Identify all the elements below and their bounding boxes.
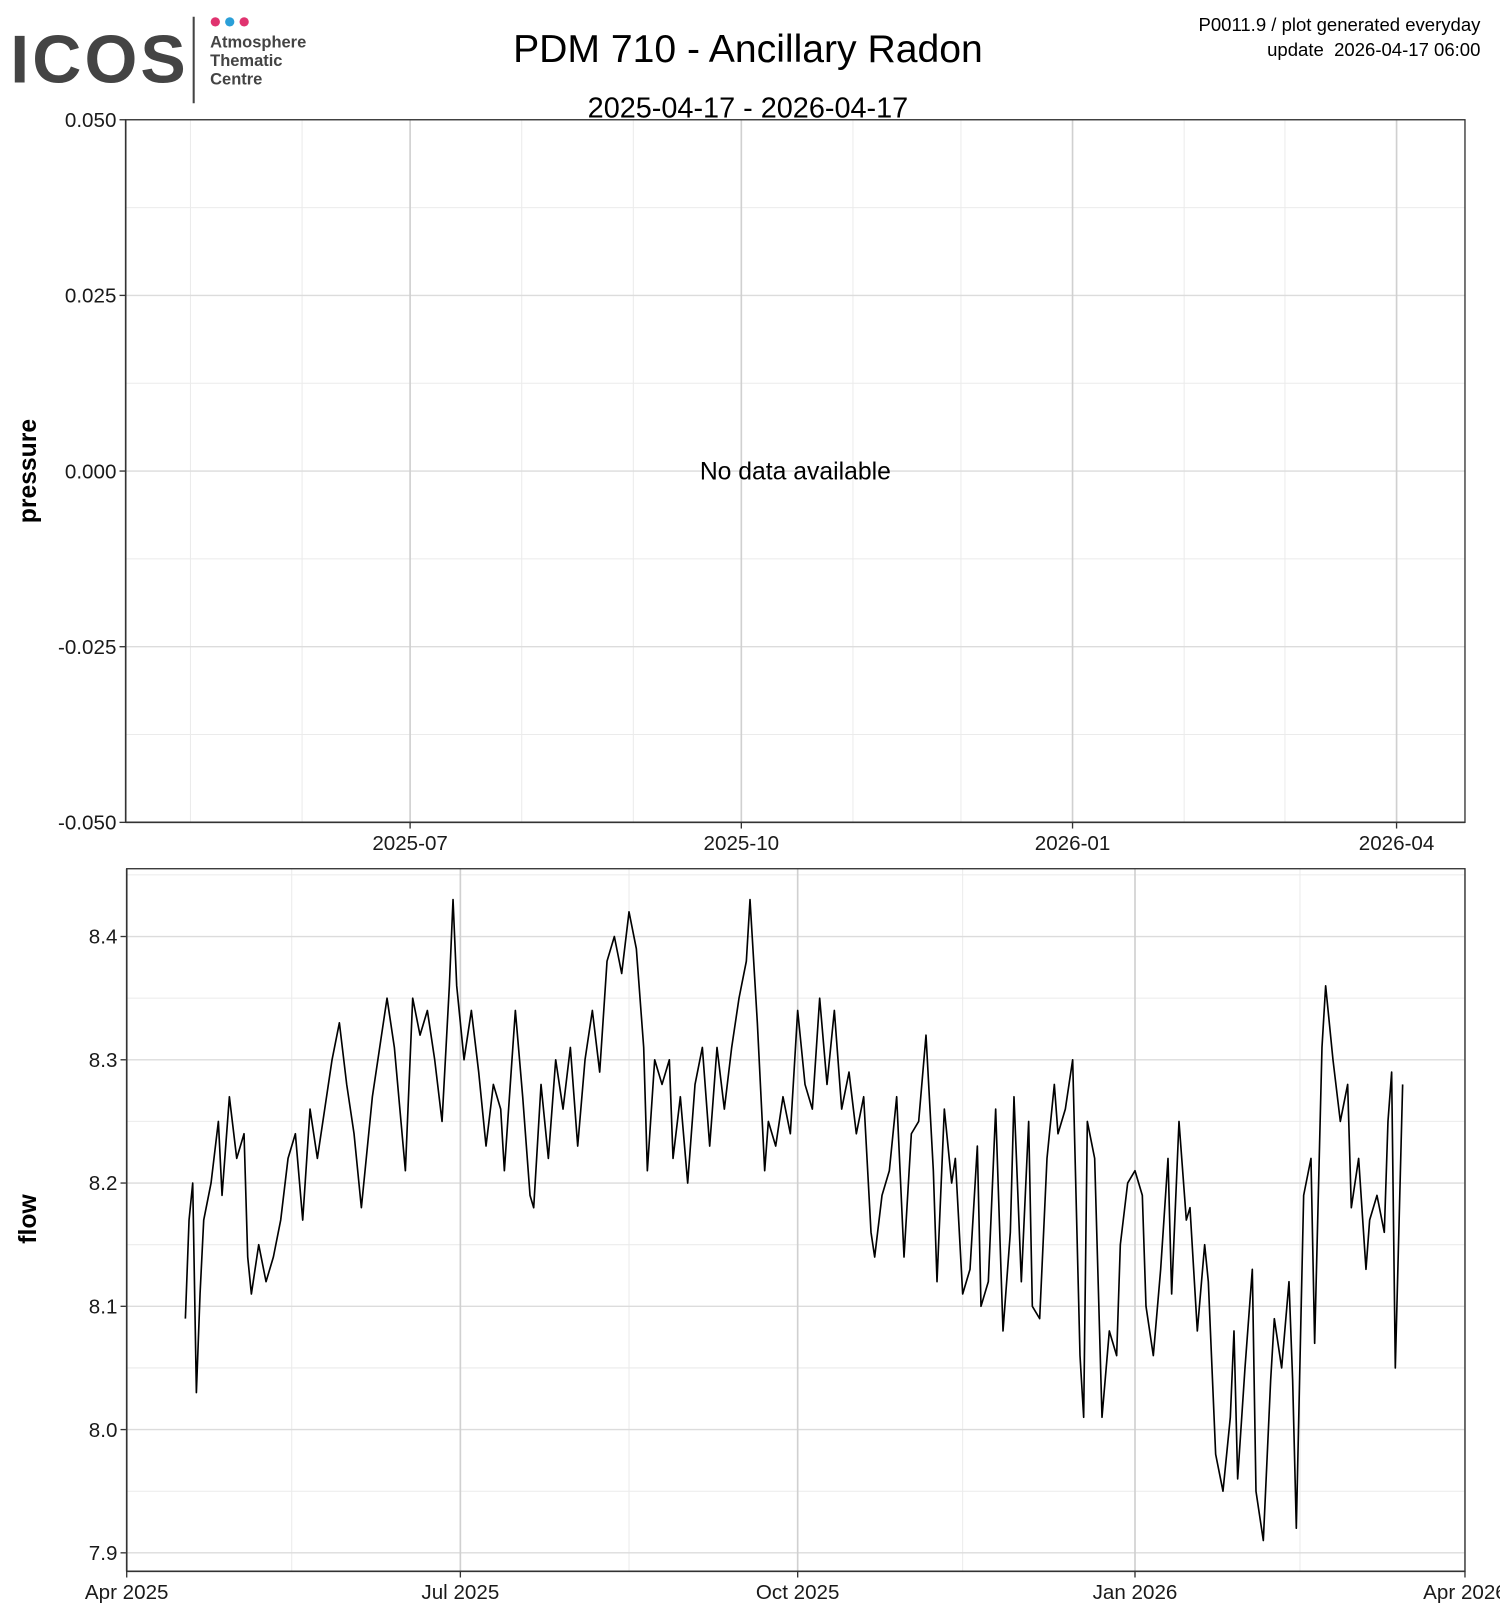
y-tick-label: 8.2: [89, 1172, 118, 1195]
y-tick-label: -0.050: [58, 812, 116, 835]
y-tick-label: 8.3: [89, 1049, 118, 1072]
note: update 2026-04-17 06:00: [1267, 39, 1480, 60]
y-tick-label: 7.9: [89, 1542, 118, 1565]
x-tick-label: Jul 2025: [421, 1581, 499, 1604]
note: P0011.9 / plot generated everyday: [1198, 14, 1481, 35]
x-tick-label: 2026-04: [1359, 832, 1435, 855]
data-line: [184, 898, 1404, 1542]
x-tick-label: Oct 2025: [756, 1581, 840, 1604]
chart-title: PDM 710 - Ancillary Radon: [513, 28, 983, 71]
logo-line: Atmosphere: [210, 34, 306, 52]
logo: ICOS Atmosphere Thematic Centre: [10, 16, 306, 104]
y-tick-label: 0.050: [65, 109, 117, 132]
annotation: No data available: [700, 458, 891, 485]
y-tick-label: -0.025: [58, 636, 116, 659]
y-tick-label: 0.000: [65, 460, 117, 483]
panel: -0.050 -0.025 0.000 0.025 0.050 2025-07 2025-1…: [15, 109, 1466, 855]
logo-text: ICOS: [10, 22, 189, 98]
x-tick-label: Jan 2026: [1093, 1581, 1178, 1604]
x-tick-label: Apr 2025: [85, 1581, 169, 1604]
panel-border: [126, 868, 1466, 1573]
logo-line: Thematic: [210, 52, 282, 70]
x-tick-label: 2026-01: [1035, 832, 1111, 855]
y-tick-label: 0.025: [65, 285, 117, 308]
x-tick-label: Apr 2026: [1423, 1581, 1500, 1604]
x-tick-label: 2025-07: [372, 832, 448, 855]
y-axis-title: flow: [15, 1194, 42, 1244]
y-tick-label: 8.4: [89, 926, 118, 949]
panel: 7.9 8.0 8.1 8.2 8.3 8.4 Apr 2025 Jul 2025 Oct 20…: [15, 868, 1500, 1604]
y-tick-label: 8.1: [89, 1296, 118, 1319]
y-tick-label: 8.0: [89, 1419, 118, 1442]
logo-dot: [239, 17, 249, 27]
logo-dot: [210, 17, 220, 27]
x-tick-label: 2025-10: [704, 832, 780, 855]
logo-dot: [225, 17, 235, 27]
logo-line: Centre: [210, 71, 262, 89]
y-axis-title: pressure: [15, 419, 42, 523]
